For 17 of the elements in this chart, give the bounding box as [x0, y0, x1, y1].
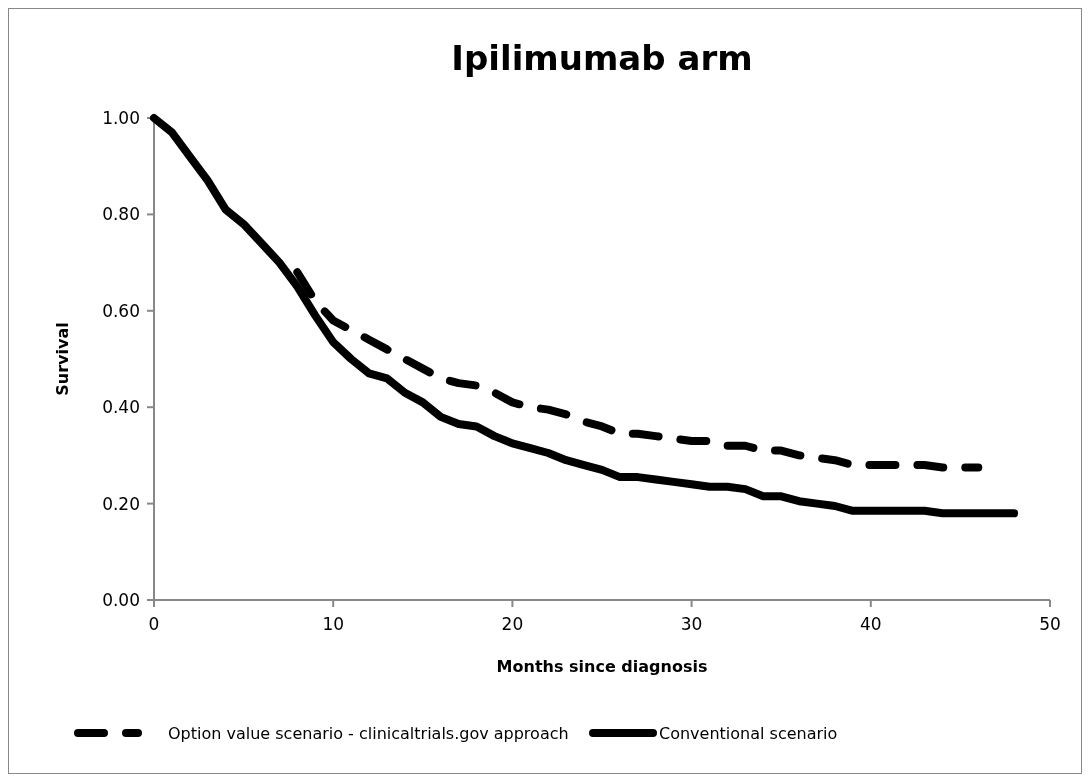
x-tick-label: 30 [680, 614, 703, 634]
x-tick-label: 10 [322, 614, 345, 634]
x-axis-title: Months since diagnosis [496, 657, 708, 676]
y-tick-label: 0.00 [102, 589, 140, 610]
y-tick-label: 0.60 [102, 300, 140, 321]
x-tick-label: 0 [148, 614, 160, 634]
y-tick-label: 1.00 [102, 107, 140, 128]
y-axis-title: Survival [53, 322, 72, 396]
legend-label: Option value scenario - clinicaltrials.gov approach [168, 723, 569, 743]
x-tick-label: 40 [859, 614, 882, 634]
x-tick-label: 20 [501, 614, 524, 634]
legend-label: Conventional scenario [659, 723, 838, 743]
x-tick-label: 50 [1039, 614, 1061, 634]
y-tick-label: 0.80 [102, 204, 140, 225]
y-tick-label: 0.40 [102, 397, 140, 418]
y-tick-label: 0.20 [102, 493, 140, 514]
chart-title: Ipilimumab arm [451, 38, 753, 78]
